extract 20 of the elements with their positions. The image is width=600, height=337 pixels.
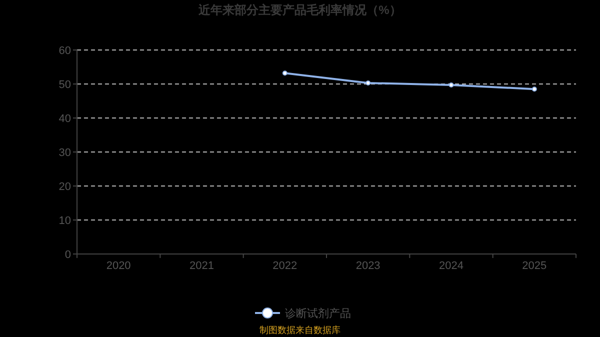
y-tick-label: 50: [58, 79, 71, 91]
point: [282, 70, 288, 76]
chart-title: 近年来部分主要产品毛利率情况（%）: [198, 3, 402, 17]
y-tick-label: 0: [64, 249, 71, 261]
y-tick-label: 60: [58, 45, 71, 57]
legend-label: 诊断试剂产品: [285, 307, 351, 320]
x-tick-label: 2025: [522, 260, 547, 272]
x-tick-label: 2021: [190, 260, 214, 272]
x-tick-label: 2022: [272, 260, 298, 272]
y-tick-label: 40: [58, 113, 71, 125]
x-tick-label: 2024: [439, 260, 464, 272]
point: [448, 82, 454, 88]
x-tick-label: 2020: [106, 260, 131, 272]
y-tick-label: 10: [58, 215, 71, 227]
text: 制图数据来自数据库: [260, 325, 340, 335]
x-tick-label: 2023: [356, 260, 380, 272]
point: [366, 80, 371, 86]
point: [532, 86, 537, 92]
y-tick-label: 30: [58, 147, 71, 159]
y-tick-label: 20: [58, 181, 71, 193]
